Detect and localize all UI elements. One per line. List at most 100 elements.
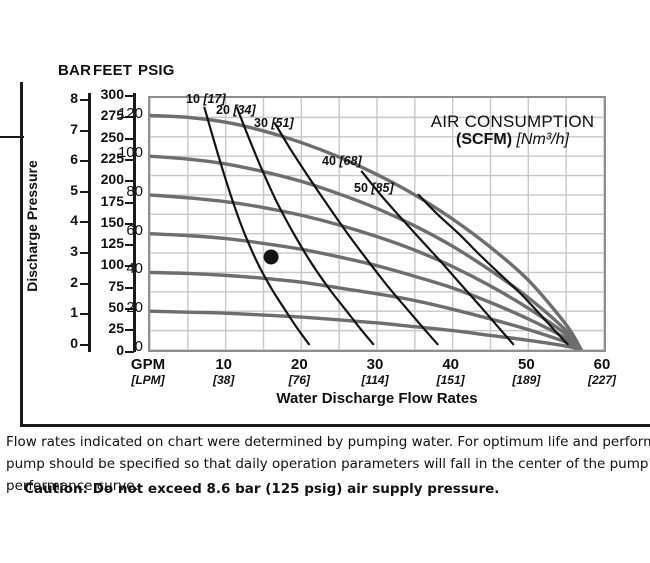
feet-tick-label: 200 <box>100 171 124 188</box>
feet-tick-label: 300 <box>100 86 124 102</box>
curve-label-scfm: 10 <box>186 92 200 106</box>
feet-tick <box>125 350 134 353</box>
bar-tick-label: 4 <box>70 212 78 229</box>
operating-point-marker <box>263 249 279 265</box>
performance-curve-plot <box>148 96 606 352</box>
feet-tick-label: 250 <box>100 128 124 145</box>
curve-label-scfm: 50 <box>354 181 368 195</box>
bar-tick-label: 1 <box>70 304 78 321</box>
air-legend-units: (SCFM) [Nm³/h] <box>425 131 600 149</box>
curve-label-metric: [51] <box>267 116 294 130</box>
page-left-border <box>20 82 23 426</box>
feet-tick <box>125 244 134 247</box>
x-tick-label-lpm: [227] <box>587 373 616 387</box>
bar-tick <box>80 99 89 101</box>
feet-tick <box>125 95 134 97</box>
psig-tick-label: 20 <box>126 299 143 317</box>
x-tick-label-gpm: 60 <box>593 356 611 373</box>
x-tick-label-lpm: [LPM] <box>131 373 165 387</box>
psig-tick-label: 40 <box>126 260 143 278</box>
x-tick-label-lpm: [151] <box>436 373 465 387</box>
x-tick-label-gpm: 20 <box>290 356 308 373</box>
x-tick-label-lpm: [38] <box>212 373 235 387</box>
curve-label-scfm: 20 <box>216 103 230 117</box>
feet-tick <box>125 286 134 289</box>
curve-label-metric: [17] <box>199 92 226 106</box>
x-tick-label-gpm: 40 <box>442 356 459 373</box>
psig-tick-label: 120 <box>117 105 143 123</box>
feet-tick <box>125 201 134 204</box>
feet-tick-label: 50 <box>108 299 124 315</box>
feet-tick-label: 150 <box>100 213 124 230</box>
bar-tick <box>80 221 89 224</box>
bar-tick <box>80 252 89 254</box>
feet-tick <box>125 222 134 225</box>
x-tick-label-gpm: GPM <box>130 356 166 373</box>
bar-tick <box>80 343 89 346</box>
psig-tick-label: 80 <box>126 182 143 200</box>
curve-label-scfm: 30 <box>254 116 268 130</box>
air-consumption-curve-label: 10 [17] <box>186 92 226 106</box>
feet-tick <box>125 329 134 332</box>
bar-tick <box>80 129 89 132</box>
feet-tick-label: 225 <box>100 149 124 166</box>
caution-note: Caution: Do not exceed 8.6 bar (125 psig… <box>24 481 500 497</box>
feet-tick-label: 125 <box>100 235 124 252</box>
bar-tick <box>80 190 89 193</box>
page-left-tick <box>0 136 24 138</box>
x-axis-title: Water Discharge Flow Rates <box>276 390 478 407</box>
bar-tick <box>80 282 89 285</box>
bar-tick-label: 8 <box>70 90 78 106</box>
air-consumption-legend: AIR CONSUMPTION (SCFM) [Nm³/h] <box>425 112 600 149</box>
bar-tick-label: 5 <box>70 181 78 198</box>
feet-tick <box>125 158 134 161</box>
chart-note: Flow rates indicated on chart were deter… <box>6 434 650 494</box>
curve-label-metric: [68] <box>335 154 362 168</box>
air-consumption-curve-label: 50 [85] <box>354 181 394 195</box>
air-pressure-curves <box>150 113 583 350</box>
curve-label-metric: [34] <box>229 103 256 117</box>
feet-tick-label: 25 <box>108 320 124 337</box>
air-consumption-curve-label: 20 [34] <box>216 103 256 117</box>
y-axis-title: Discharge Pressure <box>24 160 40 292</box>
bar-tick <box>80 313 89 316</box>
chart-bottom-rule <box>20 424 650 427</box>
bar-tick-label: 6 <box>70 151 78 168</box>
feet-tick-label: 275 <box>100 107 124 124</box>
scale-header-bar: BAR <box>58 62 92 79</box>
feet-tick <box>125 137 134 140</box>
air-legend-scfm: (SCFM) <box>456 131 513 149</box>
bar-tick-label: 3 <box>70 243 78 259</box>
x-tick-label-lpm: [114] <box>361 373 389 387</box>
scale-header-feet: FEET <box>93 62 133 79</box>
air-legend-title: AIR CONSUMPTION <box>430 112 595 131</box>
curve-label-scfm: 40 <box>322 154 336 168</box>
psig-tick-label: 60 <box>126 221 143 239</box>
feet-tick <box>125 180 134 183</box>
x-tick-label-lpm: [76] <box>288 373 310 387</box>
feet-tick <box>125 116 134 119</box>
curve-canvas <box>150 98 604 350</box>
psig-tick-label: 0 <box>134 338 143 355</box>
feet-tick-label: 0 <box>116 341 124 358</box>
air-legend-metric: [Nm³/h] <box>516 131 569 149</box>
x-tick-label-gpm: 30 <box>366 356 384 373</box>
x-tick-label-gpm: 10 <box>215 356 232 373</box>
bar-tick-label: 0 <box>70 334 78 351</box>
feet-tick-label: 175 <box>100 192 124 209</box>
air-consumption-curve-label: 40 [68] <box>322 154 362 168</box>
x-tick-label-gpm: 50 <box>517 356 535 373</box>
psig-tick-label: 100 <box>117 144 143 162</box>
feet-tick <box>125 308 134 310</box>
scale-header-psig: PSIG <box>138 62 175 79</box>
bar-tick-label: 2 <box>70 273 78 290</box>
bar-tick <box>80 160 89 163</box>
feet-axis-line <box>133 93 136 352</box>
feet-tick-label: 75 <box>108 277 124 294</box>
x-tick-label-lpm: [189] <box>512 373 541 387</box>
curve-label-metric: [85] <box>367 181 394 195</box>
air-consumption-curves <box>203 106 569 346</box>
feet-tick-label: 100 <box>100 256 124 273</box>
air-consumption-curve-label: 30 [51] <box>254 116 294 130</box>
bar-tick-label: 7 <box>70 120 78 137</box>
